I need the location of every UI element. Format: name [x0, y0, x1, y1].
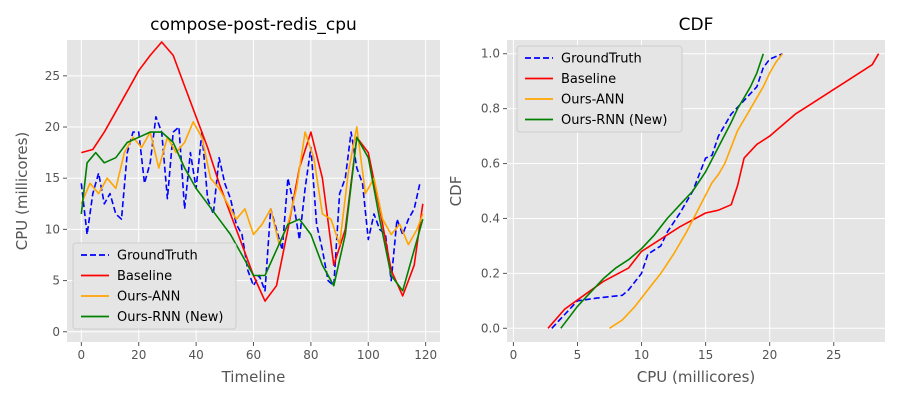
- series-line-ours-rnn-new: [80, 131, 424, 292]
- x-tick-label: 100: [357, 348, 380, 362]
- chart-right: 0 5 10 15 20 25 0.0 0.2 0.4 0.6 0.8 1.0 CDF CPU (mill…: [447, 15, 885, 386]
- legend-label: Ours-RNN (New): [561, 113, 667, 128]
- series-line-ours-ann: [609, 53, 784, 329]
- x-tick-label: 80: [303, 348, 318, 362]
- series-line-groundtruth: [551, 52, 783, 329]
- x-tick-label: 60: [246, 348, 261, 362]
- chart-title: compose-post-redis_cpu: [150, 15, 357, 35]
- legend-label: Ours-ANN: [561, 93, 624, 108]
- chart-title: CDF: [679, 15, 714, 35]
- y-axis-label: CPU (millicores): [13, 132, 31, 251]
- legend-label: Baseline: [561, 72, 616, 87]
- series-group: [80, 41, 424, 302]
- legend-label: Baseline: [117, 269, 172, 284]
- x-tick-label: 20: [131, 348, 146, 362]
- y-tick-label: 20: [45, 120, 60, 134]
- y-tick-label: 0.8: [481, 102, 500, 116]
- legend: GroundTruth Baseline Ours-ANN Ours-RNN (New…: [72, 242, 237, 330]
- x-tick-label: 10: [634, 348, 649, 362]
- x-axis-label: CPU (millicores): [637, 368, 756, 386]
- x-tick-label: 20: [762, 348, 777, 362]
- series-group: [547, 52, 880, 329]
- x-tick-label: 40: [188, 348, 203, 362]
- y-tick-label: 0.2: [481, 266, 500, 280]
- y-tick-label: 25: [45, 69, 60, 83]
- legend-frame: [72, 242, 237, 330]
- legend-label: GroundTruth: [117, 249, 198, 264]
- y-tick-label: 5: [52, 274, 60, 288]
- legend-label: Ours-ANN: [117, 290, 180, 305]
- legend-label: Ours-RNN (New): [117, 310, 223, 325]
- x-tick-label: 25: [826, 348, 841, 362]
- series-line-baseline: [547, 53, 880, 329]
- series-line-groundtruth: [80, 116, 421, 292]
- x-axis-label: Timeline: [221, 368, 286, 386]
- legend-frame: [516, 45, 683, 133]
- y-tick-label: 0.4: [481, 211, 500, 225]
- y-tick-label: 0.6: [481, 157, 500, 171]
- y-axis-label: CDF: [447, 176, 465, 207]
- x-tick-label: 0: [78, 348, 86, 362]
- x-tick-label: 15: [698, 348, 713, 362]
- y-tick-label: 1.0: [481, 47, 500, 61]
- y-tick-label: 0: [52, 325, 60, 339]
- x-tick-label: 5: [574, 348, 582, 362]
- chart-left: 0 20 40 60 80 100 120 0 5 10 15 20 25 compose-post-re…: [13, 15, 440, 386]
- series-line-ours-ann: [80, 121, 424, 246]
- x-tick-label: 120: [414, 348, 437, 362]
- legend-label: GroundTruth: [561, 52, 642, 67]
- legend: GroundTruth Baseline Ours-ANN Ours-RNN (New…: [516, 45, 683, 133]
- x-tick-label: 0: [510, 348, 518, 362]
- y-tick-label: 0.0: [481, 321, 500, 335]
- y-tick-label: 10: [45, 222, 60, 236]
- y-tick-label: 15: [45, 171, 60, 185]
- series-line-ours-rnn-new: [560, 53, 765, 329]
